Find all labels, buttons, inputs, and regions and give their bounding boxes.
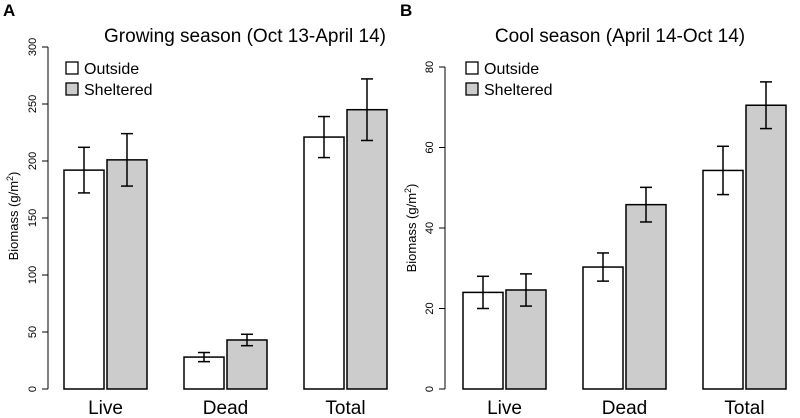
bar-sheltered-total	[745, 104, 787, 390]
bar-outside-total	[303, 136, 345, 390]
x-tick-label: Dead	[602, 398, 647, 418]
y-axis-label-b: Biomass (g/m2)	[403, 184, 419, 273]
legend-label-sheltered: Sheltered	[484, 82, 553, 99]
x-tick-label: Dead	[203, 398, 248, 418]
y-tick-label: 40	[424, 222, 436, 234]
bar-sheltered-dead	[625, 203, 667, 390]
panel-b: B Cool season (April 14-Oct 14) Biomass …	[400, 1, 787, 418]
y-tick-label: 0	[27, 386, 39, 392]
y-tick-label: 0	[424, 386, 436, 392]
bar-sheltered-total	[346, 108, 388, 390]
panel-letter-a: A	[3, 1, 15, 20]
x-tick-label: Total	[325, 398, 365, 418]
panel-a: A Growing season (Oct 13-April 14) Bioma…	[3, 1, 388, 418]
y-tick-label: 250	[27, 95, 39, 113]
y-tick-label: 300	[27, 38, 39, 56]
y-tick-label: 100	[27, 266, 39, 284]
bar-sheltered-dead	[226, 339, 268, 390]
legend-swatch-outside	[465, 61, 479, 75]
legend-label-outside: Outside	[484, 61, 539, 78]
legend-label-sheltered: Sheltered	[84, 82, 153, 99]
y-tick-label: 60	[424, 141, 436, 153]
chart-title-b: Cool season (April 14-Oct 14)	[495, 26, 745, 47]
y-tick-label: 150	[27, 209, 39, 227]
y-tick-label: 80	[424, 61, 436, 73]
x-tick-label: Live	[88, 398, 123, 418]
bar-outside-live	[63, 169, 105, 390]
y-axis-label-a: Biomass (g/m2)	[5, 172, 21, 261]
y-tick-label: 20	[424, 302, 436, 314]
x-tick-label: Live	[487, 398, 522, 418]
panel-letter-b: B	[400, 1, 412, 20]
y-tick-label: 50	[27, 326, 39, 338]
bar-outside-dead	[582, 266, 624, 390]
legend-label-outside: Outside	[84, 61, 139, 78]
bar-outside-dead	[183, 356, 225, 390]
legend-swatch-sheltered	[65, 82, 79, 96]
y-tick-label: 200	[27, 152, 39, 170]
bar-outside-total	[702, 169, 744, 390]
legend-swatch-outside	[65, 61, 79, 75]
chart-title-a: Growing season (Oct 13-April 14)	[104, 26, 386, 47]
x-tick-label: Total	[724, 398, 764, 418]
legend-swatch-sheltered	[465, 82, 479, 96]
bar-sheltered-live	[106, 159, 148, 390]
